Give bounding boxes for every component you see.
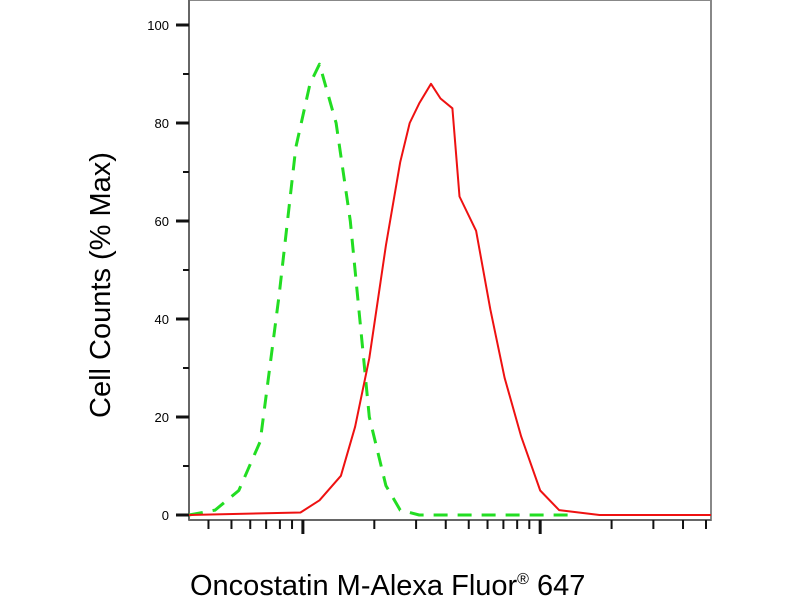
x-axis-title: Oncostatin M-Alexa Fluor® 647 <box>190 570 585 600</box>
y-tick-label: 100 <box>147 18 169 33</box>
series-line-control <box>188 62 571 517</box>
y-tick-label: 20 <box>155 410 169 425</box>
x-axis-title-suffix: 647 <box>529 570 585 600</box>
y-axis-title: Cell Counts (% Max) <box>85 152 117 418</box>
y-tick-label: 0 <box>162 508 169 523</box>
y-tick-label: 60 <box>155 214 169 229</box>
y-tick-label: 80 <box>155 116 169 131</box>
plot-frame <box>188 0 712 521</box>
y-tick-label: 40 <box>155 312 169 327</box>
x-axis-title-main: Oncostatin M-Alexa Fluor <box>190 570 518 600</box>
series-line-sample <box>188 82 711 516</box>
x-axis-title-reg: ® <box>517 571 529 588</box>
plot-area: 0 20 40 60 80 100 <box>147 0 712 534</box>
